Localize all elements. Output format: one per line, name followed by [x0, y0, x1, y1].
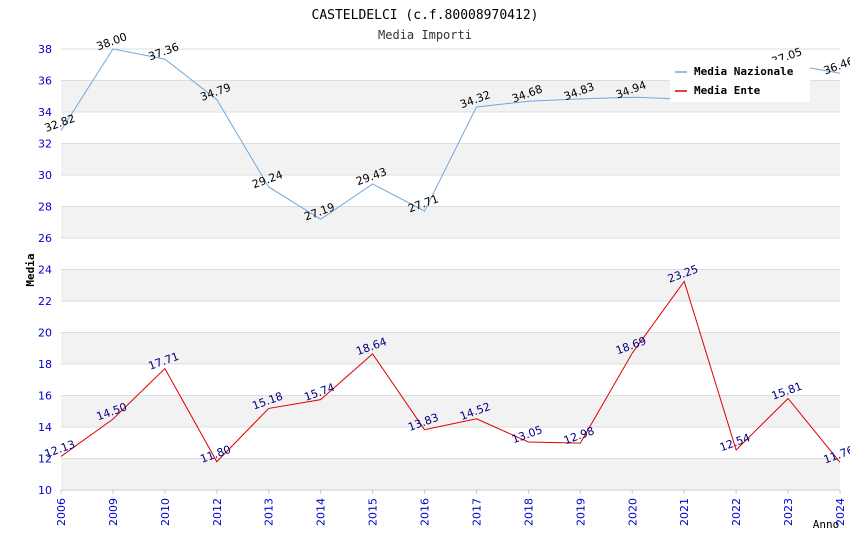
data-label: 36.46	[822, 54, 850, 77]
chart-subtitle: Media Importi	[378, 28, 472, 42]
y-axis-label: Media	[24, 253, 37, 286]
y-tick-label: 22	[38, 295, 52, 308]
x-tick-label: 2024	[834, 498, 847, 526]
legend-label-media-ente: Media Ente	[694, 84, 761, 97]
x-tick-label: 2020	[626, 498, 639, 526]
y-tick-label: 18	[38, 358, 52, 371]
plot-band	[61, 269, 840, 301]
y-tick-label: 32	[38, 138, 52, 151]
x-tick-label: 2016	[419, 498, 432, 526]
x-tick-label: 2009	[107, 498, 120, 526]
series-line-media-ente	[60, 280, 841, 463]
y-tick-label: 24	[38, 264, 52, 277]
plot-band	[61, 458, 840, 490]
y-tick-label: 16	[38, 390, 52, 403]
y-tick-label: 28	[38, 201, 52, 214]
plot-band	[61, 395, 840, 427]
y-tick-label: 36	[38, 75, 52, 88]
y-tick-label: 14	[38, 421, 52, 434]
data-label: 12.98	[562, 424, 596, 447]
x-tick-labels: 2006 2009 2010 2012 2013 2014 2015 2016 2017 2018…	[55, 490, 847, 526]
data-label: 12.54	[718, 431, 752, 454]
x-tick-label: 2021	[678, 498, 691, 526]
legend: Media Nazionale Media Ente	[670, 60, 810, 102]
y-tick-label: 34	[38, 106, 52, 119]
legend-label-media-nazionale: Media Nazionale	[694, 65, 794, 78]
chart-title: CASTELDELCI (c.f.80008970412)	[312, 8, 539, 23]
x-tick-label: 2010	[159, 498, 172, 526]
x-axis-label: Anno	[813, 518, 840, 531]
y-tick-labels: 10 12 14 16 18 20 22 24 26 28 30 32 34 36 38	[38, 43, 52, 497]
plot-band	[61, 206, 840, 238]
x-tick-label: 2019	[574, 498, 587, 526]
x-tick-label: 2017	[470, 498, 483, 526]
legend-box	[670, 60, 810, 102]
x-tick-label: 2006	[55, 498, 68, 526]
y-tick-label: 30	[38, 169, 52, 182]
x-tick-label: 2022	[730, 498, 743, 526]
y-tick-label: 26	[38, 232, 52, 245]
x-tick-label: 2014	[315, 498, 328, 526]
data-label: 37.36	[147, 40, 181, 63]
data-label: 12.13	[43, 438, 77, 461]
y-tick-label: 12	[38, 453, 52, 466]
y-tick-label: 20	[38, 327, 52, 340]
plot-band	[61, 332, 840, 364]
data-label: 38.00	[95, 30, 129, 53]
y-tick-label: 38	[38, 43, 52, 56]
x-tick-label: 2013	[263, 498, 276, 526]
y-tick-label: 10	[38, 484, 52, 497]
x-tick-label: 2015	[367, 498, 380, 526]
x-tick-label: 2018	[522, 498, 535, 526]
x-tick-label: 2023	[782, 498, 795, 526]
x-tick-label: 2012	[211, 498, 224, 526]
plot-bands	[61, 80, 840, 490]
